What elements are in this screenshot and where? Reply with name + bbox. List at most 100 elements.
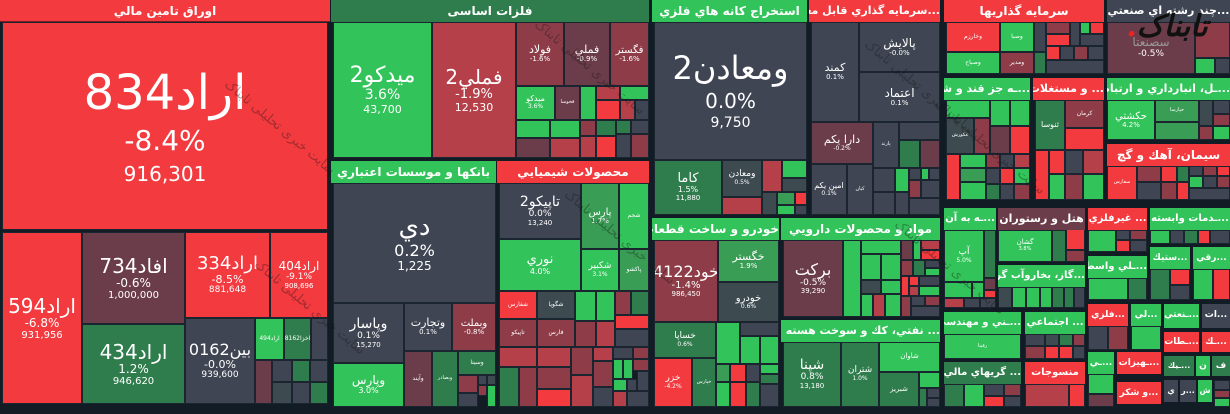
tile-small[interactable]	[984, 384, 1004, 396]
tile-small[interactable]	[873, 294, 885, 317]
tile-small[interactable]	[921, 250, 940, 260]
tile-small[interactable]	[537, 347, 571, 367]
tile-small[interactable]	[487, 375, 496, 385]
tile-small[interactable]	[730, 364, 746, 382]
tile-kama[interactable]: كاما 1.5% 11,880	[654, 160, 722, 215]
tile-small[interactable]	[760, 336, 779, 364]
tile-small[interactable]	[596, 120, 616, 136]
tile-vesabah[interactable]: وصباح	[946, 52, 1000, 74]
tile-small[interactable]	[1170, 285, 1190, 300]
tile-small[interactable]	[925, 268, 940, 276]
tile-kamand[interactable]: كمند 0.1%	[811, 22, 859, 122]
tile-small[interactable]	[1088, 46, 1104, 60]
tile-small[interactable]	[613, 379, 627, 391]
tile-small[interactable]	[620, 86, 649, 100]
tile-pakshoo[interactable]: پاكشو	[619, 249, 649, 291]
tile-small[interactable]	[1000, 168, 1014, 184]
tile-small[interactable]	[974, 118, 990, 154]
tile-small[interactable]	[919, 276, 940, 286]
tile-small[interactable]	[1045, 346, 1059, 359]
tile-small[interactable]	[881, 280, 901, 294]
tile-khegostar[interactable]: خگستر 1.9%	[718, 240, 779, 282]
tile-small[interactable]	[909, 198, 940, 215]
tile-small[interactable]	[901, 240, 913, 260]
tile-small[interactable]	[895, 192, 909, 215]
sector-title-siman[interactable]: سيمان، آهك و گچ	[1107, 144, 1230, 166]
tile-small[interactable]	[1203, 176, 1217, 188]
tile-small[interactable]	[1128, 278, 1147, 300]
tile-akhza8162[interactable]: اخزا8162	[284, 318, 311, 360]
sector-title-kaf[interactable]: ...ـك	[1202, 332, 1230, 352]
tile-small[interactable]	[873, 168, 895, 192]
tile-small[interactable]	[1035, 150, 1049, 200]
tile-palayesh[interactable]: پالايش -0.0%	[859, 22, 940, 72]
tile-fameli2[interactable]: فملي2 -1.9% 12,530	[432, 22, 516, 158]
tile-small[interactable]	[580, 136, 596, 158]
tile-small[interactable]	[1130, 240, 1147, 252]
tile-small[interactable]	[627, 379, 637, 391]
tile-small[interactable]	[1034, 22, 1046, 52]
tile-small[interactable]	[964, 298, 980, 308]
tile-arad594[interactable]: اراد594 -6.8% 931,956	[2, 232, 82, 404]
tile-small[interactable]	[1073, 334, 1085, 346]
tile-small[interactable]	[516, 120, 550, 138]
tile-small[interactable]	[716, 364, 730, 382]
tile-small[interactable]	[901, 296, 911, 317]
tile-small[interactable]	[1004, 396, 1021, 407]
tile-sefars[interactable]: سفارس	[1107, 166, 1137, 200]
sector-title-naftinoe[interactable]: ...ـنعتي	[1164, 304, 1199, 328]
tile-small[interactable]	[740, 322, 779, 336]
tile-kerman[interactable]: كرمان	[1065, 100, 1104, 128]
tile-small[interactable]	[901, 260, 913, 276]
tile-small[interactable]	[272, 382, 292, 404]
sector-title-ertebatat[interactable]: ...ـل، انبارداري و ارتباطات	[1107, 78, 1230, 100]
tile-small[interactable]	[310, 360, 328, 382]
tile-small[interactable]	[613, 347, 633, 359]
tile-vekharazm[interactable]: وخارزم	[946, 22, 1000, 52]
sector-title-felezat[interactable]: فلزات اساسی	[331, 0, 649, 22]
tile-barekat[interactable]: بركت -0.5% 39,290	[783, 240, 843, 317]
tile-etemad[interactable]: اعتماد 0.1%	[859, 72, 940, 122]
sector-title-estekhraj[interactable]: استخراج كانه هاي فلزي	[652, 0, 807, 22]
sector-title-li[interactable]: ...لي	[1131, 304, 1161, 326]
tile-small[interactable]	[1213, 114, 1230, 126]
tile-arad334[interactable]: اراد334 -8.5% 881,648	[185, 232, 270, 318]
tile-small[interactable]	[499, 367, 519, 407]
tile-small[interactable]	[519, 367, 537, 407]
tile-small[interactable]	[929, 168, 940, 180]
tile-small[interactable]	[1014, 168, 1030, 184]
tile-small[interactable]	[580, 120, 596, 136]
tile-dara-yekom[interactable]: دارا يكم -0.2%	[811, 122, 873, 164]
tile-small[interactable]	[575, 321, 596, 347]
tile-ghkoorosh[interactable]: غكورش	[946, 118, 974, 154]
tile-sanata[interactable]: سصنعتا -0.5%	[1107, 22, 1195, 74]
tile-shepna[interactable]: شپنا 0.8% 13,180	[783, 342, 841, 407]
tile-midko[interactable]: ميدكو 3.6%	[516, 86, 555, 120]
tile-small[interactable]	[1010, 126, 1030, 154]
tile-small[interactable]	[899, 122, 940, 140]
tile-small[interactable]	[550, 138, 580, 158]
tile-small[interactable]	[873, 192, 895, 215]
tile-small[interactable]	[593, 347, 613, 361]
tile-shavan[interactable]: شاوان	[879, 342, 940, 372]
tile-small[interactable]	[909, 168, 921, 180]
tile-small[interactable]	[537, 389, 571, 407]
tile-arad494[interactable]: اراد494	[255, 318, 284, 360]
tile-small[interactable]	[1131, 326, 1161, 350]
tile-small[interactable]	[925, 260, 940, 268]
tile-day[interactable]: دي 0.2% 1,225	[333, 183, 496, 303]
tile-khod4122[interactable]: خود4122 -1.4% 986,450	[654, 240, 718, 322]
tile-small[interactable]	[861, 254, 881, 280]
tile-small[interactable]	[1189, 166, 1203, 176]
tile-small[interactable]	[1088, 326, 1108, 350]
tile-small[interactable]	[861, 280, 881, 294]
tile-small[interactable]	[516, 138, 550, 158]
tile-small[interactable]	[1210, 230, 1230, 244]
tile-small[interactable]	[1040, 287, 1052, 308]
tile-small[interactable]	[1217, 166, 1230, 176]
tile-fameli[interactable]: فملي -0.9%	[564, 22, 610, 86]
tile-small[interactable]	[458, 393, 478, 407]
tile-small[interactable]	[1026, 287, 1040, 308]
sector-title-shimi[interactable]: محصولات شيميايي	[497, 161, 649, 183]
tile-vemodir[interactable]: ومدير	[1000, 52, 1034, 74]
